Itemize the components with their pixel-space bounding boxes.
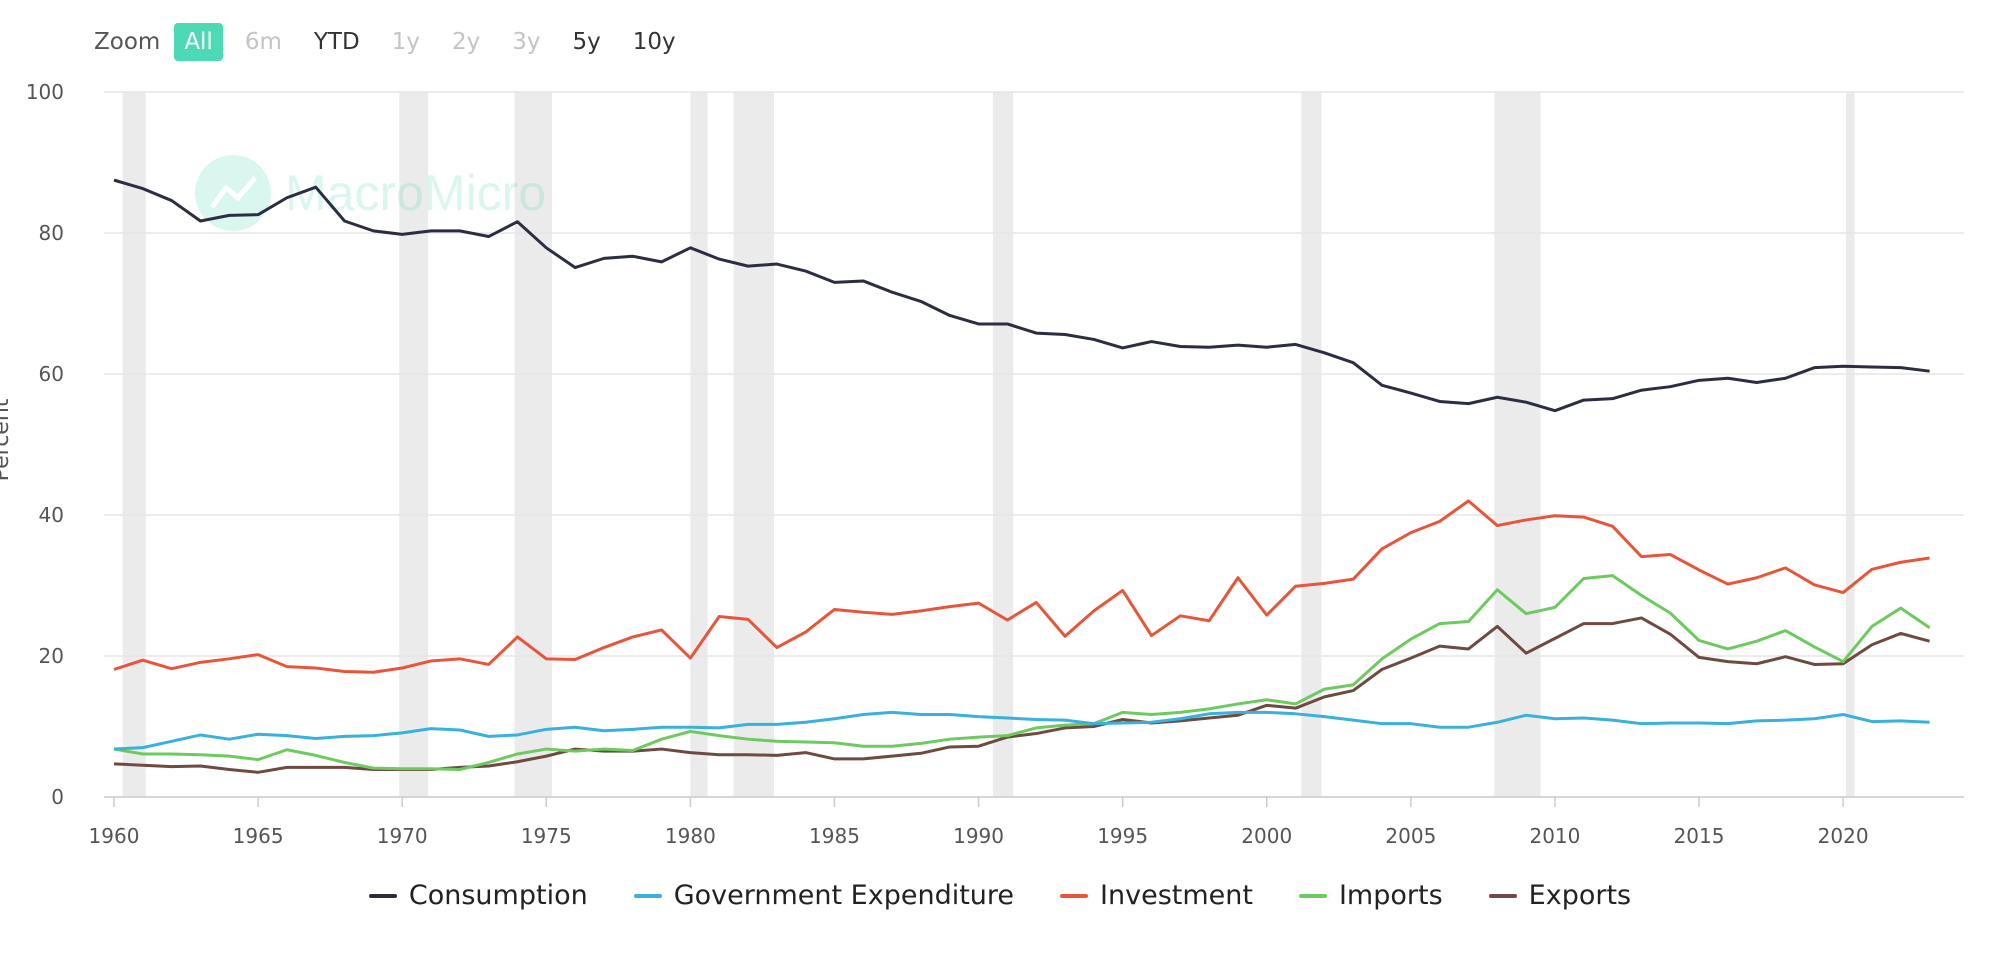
y-tick-label: 0	[51, 785, 64, 809]
y-tick-label: 40	[39, 503, 64, 527]
recession-band	[399, 92, 429, 797]
x-tick-label: 1965	[233, 824, 284, 848]
y-axis-ticks: 0 20 40 60 80 100	[26, 80, 64, 809]
watermark-logo-icon	[195, 155, 271, 231]
legend: Consumption Government Expenditure Inves…	[0, 880, 2000, 911]
series-line-government-expenditure[interactable]	[113, 710, 1930, 751]
legend-item-exports[interactable]: Exports	[1488, 880, 1632, 911]
recession-band	[733, 92, 774, 797]
zoom-button-ytd[interactable]: YTD	[313, 29, 360, 55]
recession-band	[992, 92, 1014, 797]
watermark-logo-chart-icon	[209, 176, 257, 209]
recession-band	[514, 92, 553, 797]
x-tick-label: 2005	[1385, 824, 1436, 848]
x-tick-label: 2000	[1241, 824, 1292, 848]
legend-label: Government Expenditure	[673, 880, 1015, 911]
legend-item-investment[interactable]: Investment	[1060, 880, 1253, 911]
x-tick-label: 1970	[377, 824, 428, 848]
x-tick-label: 2015	[1674, 824, 1725, 848]
zoom-button-10y[interactable]: 10y	[632, 29, 676, 55]
line-chart: MacroMicro 0 20 40 60 80 100 1960 1965 1970 1975…	[0, 80, 1964, 848]
legend-swatch	[368, 893, 397, 898]
y-axis-label: Percent	[0, 398, 14, 481]
legend-label: Exports	[1528, 880, 1632, 911]
series-line-consumption[interactable]	[113, 178, 1930, 413]
legend-label: Consumption	[408, 880, 588, 911]
zoom-button-5y[interactable]: 5y	[572, 29, 601, 55]
zoom-button-all[interactable]: All	[174, 23, 223, 61]
legend-label: Investment	[1100, 880, 1253, 911]
x-tick-label: 1985	[809, 824, 860, 848]
zoom-label: Zoom	[94, 29, 161, 55]
series-line-exports[interactable]	[113, 616, 1930, 774]
zoom-button-6m[interactable]: 6m	[244, 29, 282, 55]
legend-item-government-expenditure[interactable]: Government Expenditure	[633, 880, 1015, 911]
recession-band	[1494, 92, 1541, 797]
series-line-imports[interactable]	[113, 574, 1931, 772]
series-line-investment[interactable]	[113, 499, 1930, 674]
zoom-button-3y[interactable]: 3y	[512, 29, 541, 55]
zoom-button-2y[interactable]: 2y	[451, 29, 481, 55]
legend-swatch	[1060, 893, 1089, 898]
x-tick-label: 1990	[953, 824, 1004, 848]
legend-swatch	[1298, 893, 1327, 898]
recession-band	[122, 92, 146, 797]
zoom-button-1y[interactable]: 1y	[391, 29, 420, 55]
y-tick-label: 20	[39, 644, 64, 668]
macromicro-watermark: MacroMicro	[195, 155, 546, 231]
recession-band	[690, 92, 708, 797]
x-tick-label: 1995	[1097, 824, 1148, 848]
legend-item-imports[interactable]: Imports	[1298, 880, 1443, 911]
x-axis-ticks: 1960 1965 1970 1975 1980 1985 1990 1995 2000 2005…	[89, 796, 1964, 848]
y-tick-label: 60	[39, 362, 64, 386]
y-tick-label: 100	[26, 80, 64, 104]
recession-band	[1846, 92, 1855, 797]
x-tick-label: 1980	[665, 824, 716, 848]
series-lines	[113, 178, 1931, 774]
recession-band	[1301, 92, 1322, 797]
legend-swatch	[633, 893, 662, 898]
x-tick-label: 2010	[1529, 824, 1580, 848]
legend-item-consumption[interactable]: Consumption	[368, 880, 588, 911]
legend-swatch	[1488, 893, 1517, 898]
y-tick-label: 80	[39, 221, 64, 245]
x-tick-label: 2020	[1818, 824, 1869, 848]
x-tick-label: 1960	[89, 824, 140, 848]
recession-bands	[122, 92, 1855, 797]
x-tick-label: 1975	[521, 824, 572, 848]
zoom-bar: Zoom All 6m YTD 1y 2y 3y 5y 10y	[94, 20, 698, 64]
watermark-text: MacroMicro	[285, 165, 546, 221]
legend-label: Imports	[1338, 880, 1443, 911]
